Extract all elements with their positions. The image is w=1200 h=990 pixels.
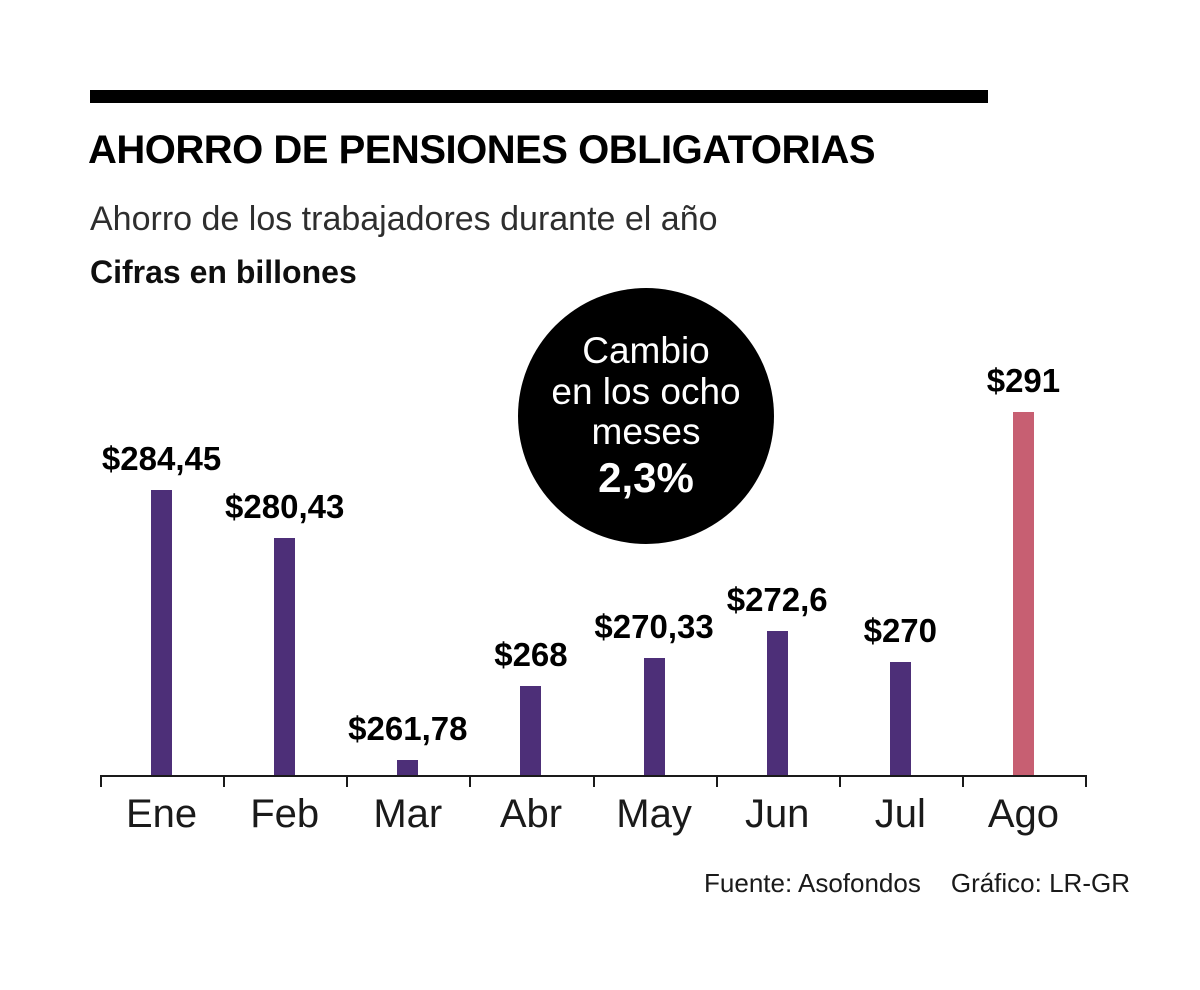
bar-mar — [397, 759, 419, 775]
x-tick-label-jul: Jul — [874, 792, 926, 836]
x-axis-tick — [469, 777, 472, 787]
change-badge: Cambio en los ocho meses 2,3% — [518, 288, 774, 544]
x-tick-label-ago: Ago — [987, 792, 1060, 836]
value-label-jun: $272,6 — [726, 580, 828, 618]
bar-feb — [274, 537, 296, 775]
x-tick-label-may: May — [616, 792, 692, 836]
x-axis-tick — [223, 777, 226, 787]
value-label-mar: $261,78 — [348, 709, 468, 747]
x-axis-line — [100, 775, 1087, 777]
badge-line-2: en los ocho — [551, 370, 741, 412]
bar-ene — [151, 489, 173, 775]
bar-jul — [889, 661, 911, 775]
x-tick-label-ene: Ene — [125, 792, 198, 836]
badge-value: 2,3% — [598, 453, 694, 501]
units-label: Cifras en billones — [90, 254, 357, 290]
value-label-may: $270,33 — [594, 607, 714, 645]
x-tick-label-mar: Mar — [373, 792, 443, 836]
plot-area: $284,45 $280,43 $261,78 $268 $270,33 $272,6 $2… — [100, 362, 1085, 775]
badge-line-3: meses — [591, 411, 701, 453]
chart-subtitle: Ahorro de los trabajadores durante el añ… — [90, 200, 718, 238]
page-title: AHORRO DE PENSIONES OBLIGATORIAS — [88, 128, 876, 172]
value-label-ene: $284,45 — [101, 439, 222, 477]
x-tick-label-jun: Jun — [744, 792, 810, 836]
value-label-feb: $280,43 — [225, 487, 345, 525]
x-axis-tick — [1085, 777, 1087, 787]
x-axis-tick — [346, 777, 349, 787]
bar-may — [643, 657, 665, 775]
value-label-jul: $270 — [863, 611, 938, 649]
x-tick-label-feb: Feb — [250, 792, 320, 836]
x-axis-tick — [838, 777, 841, 787]
value-label-ago: $291 — [986, 361, 1061, 399]
bar-ago — [1012, 411, 1034, 775]
footer: Fuente: Asofondos Gráfico: LR-GR — [704, 868, 1130, 899]
top-rule — [90, 90, 988, 103]
source-label: Fuente: Asofondos — [704, 868, 921, 898]
x-axis-tick — [100, 777, 102, 787]
x-tick-label-abr: Abr — [499, 792, 563, 836]
bar-jun — [766, 630, 788, 775]
bar-abr — [520, 685, 542, 775]
badge-line-1: Cambio — [582, 329, 710, 371]
value-label-abr: $268 — [494, 635, 568, 673]
x-axis-tick — [961, 777, 964, 787]
x-axis-tick — [592, 777, 595, 787]
x-axis-tick — [715, 777, 718, 787]
credit-label: Gráfico: LR-GR — [950, 868, 1130, 898]
